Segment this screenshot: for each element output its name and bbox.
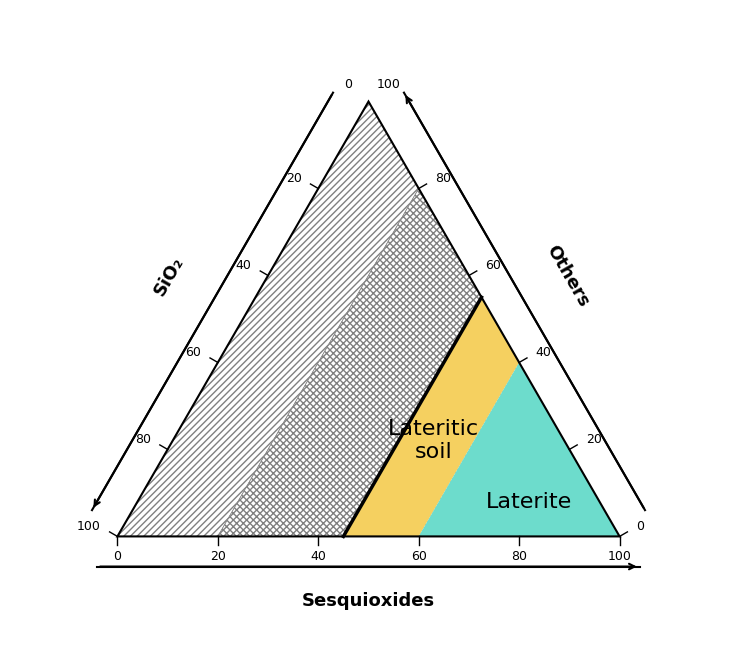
Text: 40: 40: [236, 260, 251, 273]
Polygon shape: [343, 297, 519, 536]
Text: 0: 0: [636, 521, 644, 534]
Text: Others: Others: [543, 242, 593, 310]
Text: Sesquioxides: Sesquioxides: [302, 592, 435, 610]
Text: 40: 40: [310, 550, 326, 563]
Polygon shape: [419, 362, 620, 536]
Polygon shape: [218, 189, 481, 536]
Text: 40: 40: [536, 346, 551, 359]
Text: 100: 100: [77, 521, 101, 534]
Text: 80: 80: [135, 433, 151, 446]
Text: 0: 0: [113, 550, 122, 563]
Text: 20: 20: [210, 550, 226, 563]
Text: 80: 80: [436, 172, 451, 185]
Text: 20: 20: [586, 433, 602, 446]
Text: 60: 60: [486, 260, 501, 273]
Text: 100: 100: [607, 550, 632, 563]
Polygon shape: [117, 101, 419, 536]
Polygon shape: [117, 101, 620, 536]
Text: Lateritic
soil: Lateritic soil: [388, 419, 479, 463]
Text: 60: 60: [411, 550, 427, 563]
Text: SiO₂: SiO₂: [150, 253, 187, 299]
Text: 100: 100: [377, 79, 400, 92]
Text: 0: 0: [344, 79, 352, 92]
Text: 60: 60: [186, 346, 201, 359]
Text: 20: 20: [286, 172, 301, 185]
Text: 80: 80: [511, 550, 527, 563]
Text: Laterite: Laterite: [486, 492, 573, 512]
